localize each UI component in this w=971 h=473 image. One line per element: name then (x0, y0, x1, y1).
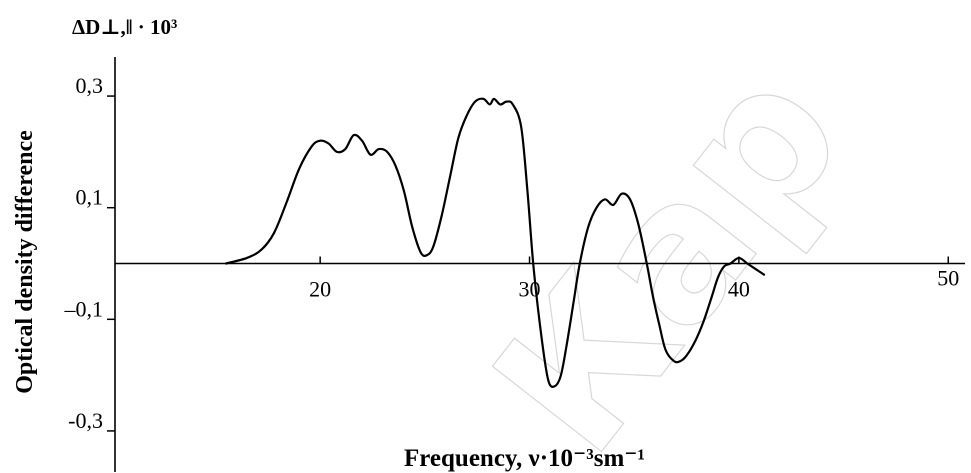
x-axis-title: Frequency, ν·10⁻³sm⁻¹ (404, 445, 645, 472)
series-layer (224, 97, 766, 388)
x-tick-label: 20 (309, 277, 331, 302)
y-tick-label: –0,1 (64, 296, 104, 321)
axes (114, 57, 965, 472)
y-axis-unit-label: ΔD⊥,‖ · 10³ (72, 15, 177, 39)
x-tick-label: 40 (728, 277, 750, 302)
watermark-text: Кар (452, 26, 884, 473)
y-tick-label: 0,3 (76, 73, 104, 98)
series-line-0 (224, 97, 766, 388)
tick-marks (107, 95, 950, 432)
watermark: Кар (452, 26, 886, 473)
y-tick-label: 0,1 (76, 185, 104, 210)
y-axis-title: Optical density difference (12, 130, 38, 394)
y-tick-label: -0,3 (68, 408, 103, 433)
x-tick-label: 50 (937, 266, 959, 291)
